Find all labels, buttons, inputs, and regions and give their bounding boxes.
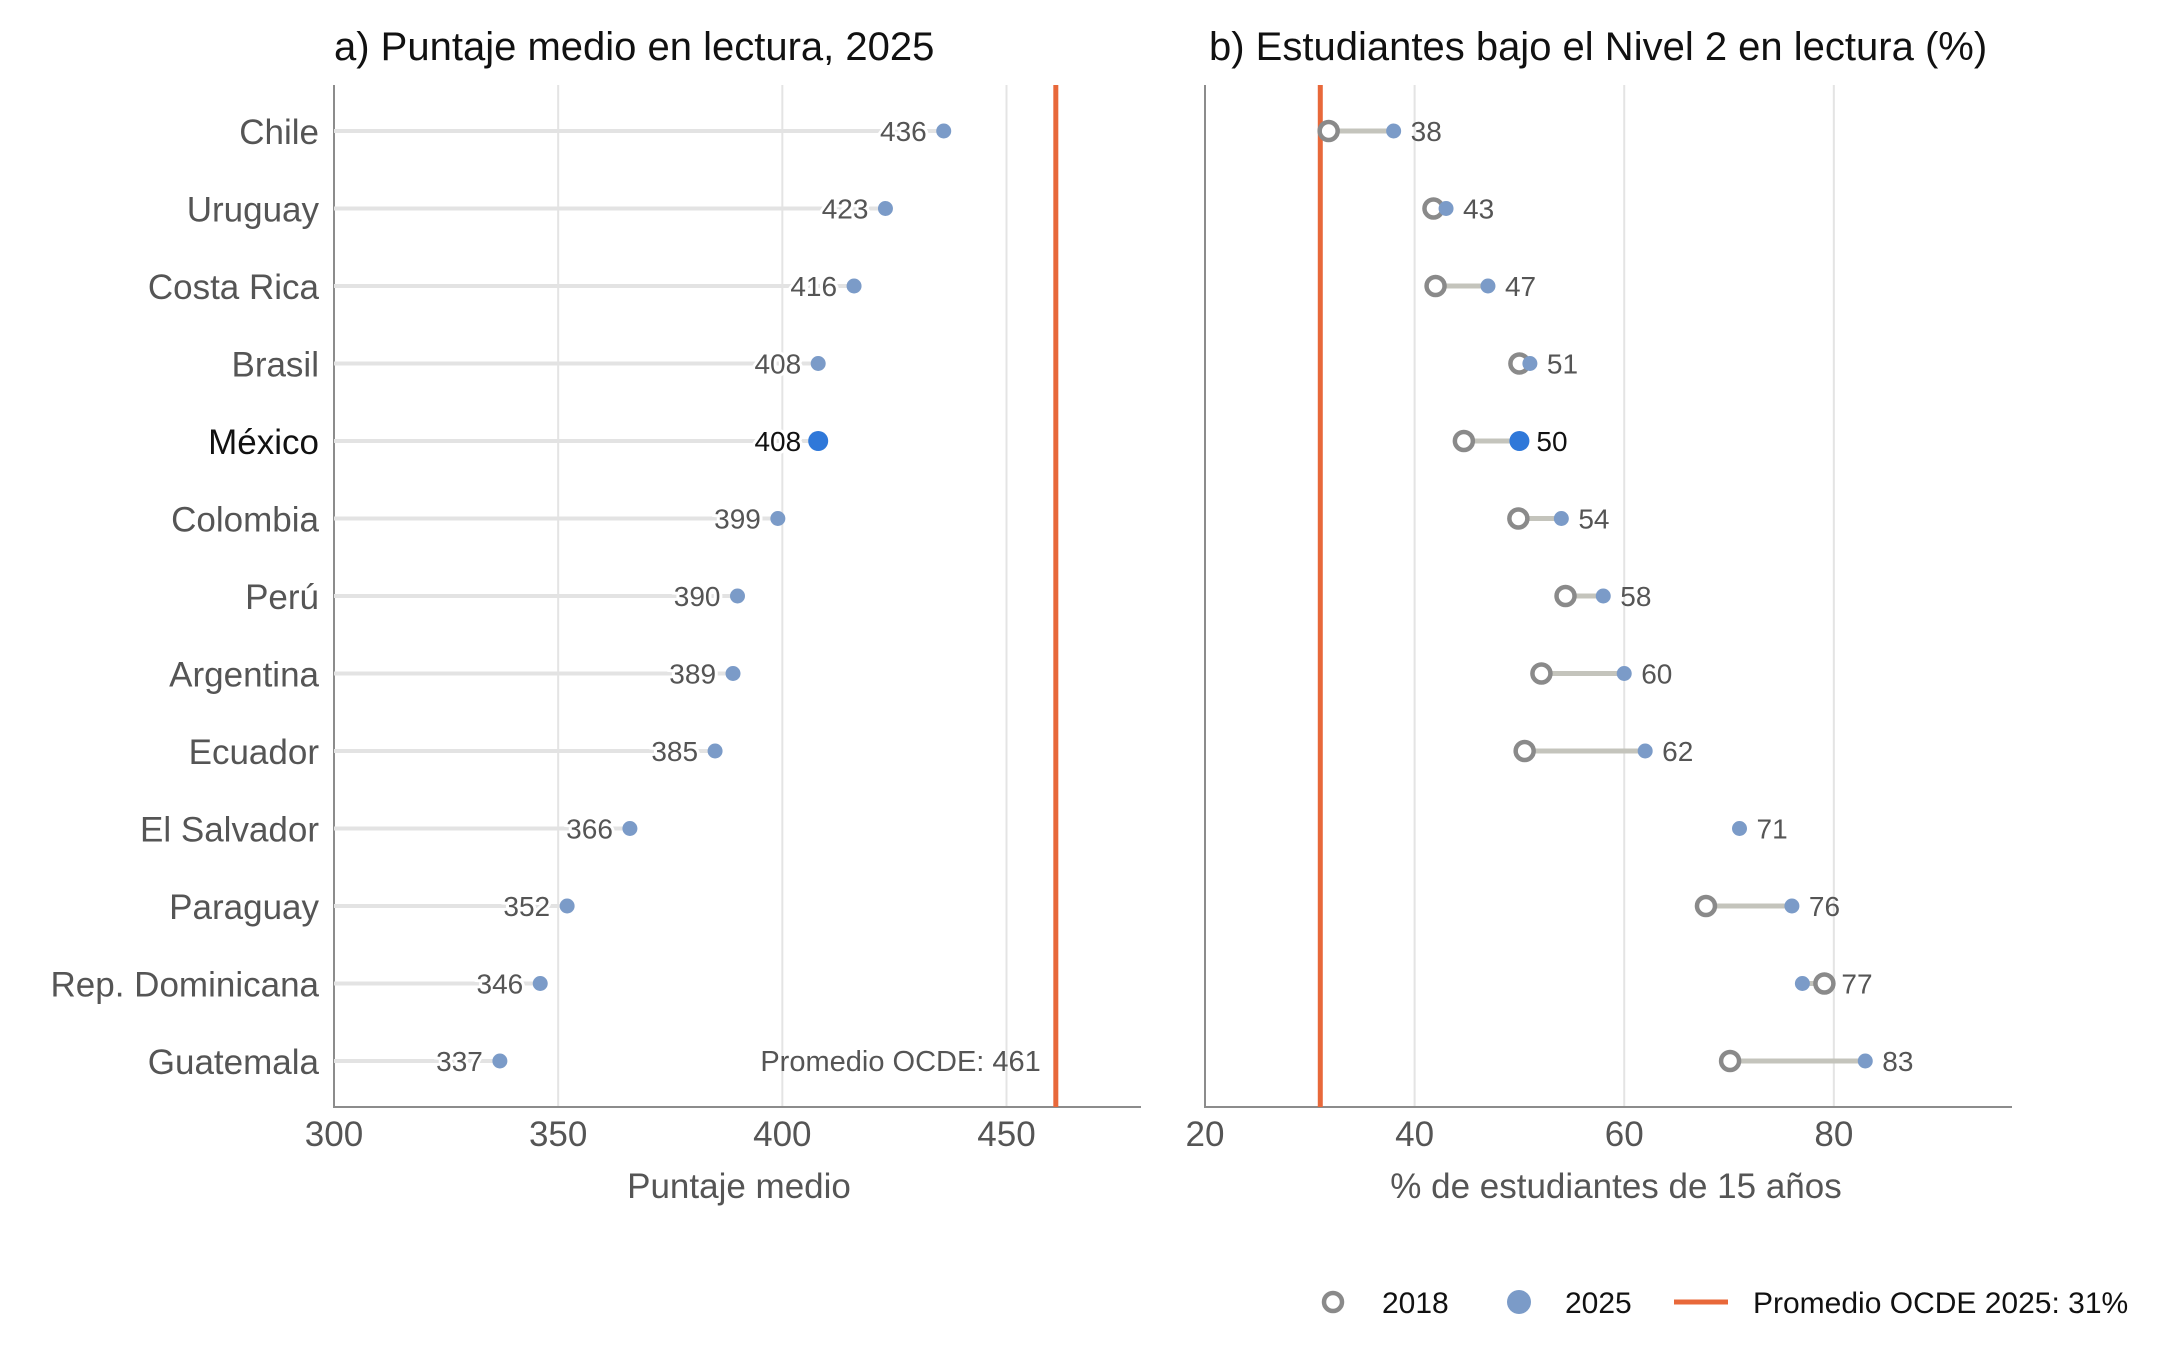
panel-b-xlabel: % de estudiantes de 15 años xyxy=(1390,1167,1841,1206)
panel-a-dot-el-salvador xyxy=(622,821,638,836)
panel-b-x-tick-label: 80 xyxy=(1814,1115,1853,1154)
category-label: Guatemala xyxy=(148,1043,320,1082)
panel-b-2025-dot xyxy=(1522,356,1538,371)
panel-b-value-label: 58 xyxy=(1620,581,1651,612)
panel-a-value-label: 436 xyxy=(880,116,927,147)
category-label: Argentina xyxy=(169,656,319,695)
panel-b-2018-marker xyxy=(1718,1049,1742,1073)
panel-a-value-label: 346 xyxy=(477,969,524,1000)
panel-a-title: a) Puntaje medio en lectura, 2025 xyxy=(334,25,934,69)
panel-a-x-tick-label: 350 xyxy=(529,1115,587,1154)
panel-b-2025-dot xyxy=(1857,1053,1873,1069)
panel-a-value-label: 408 xyxy=(754,426,801,457)
panel-b-value-label: 62 xyxy=(1662,736,1693,767)
category-label: Rep. Dominicana xyxy=(51,966,320,1005)
panel-b-2018-marker xyxy=(1424,274,1447,298)
panel-b-title: b) Estudiantes bajo el Nivel 2 en lectur… xyxy=(1209,25,1987,69)
category-label: Perú xyxy=(245,578,319,617)
panel-a-oecd-reference-label: Promedio OCDE: 461 xyxy=(760,1046,1040,1078)
panel-b-2025-dot xyxy=(1732,821,1748,836)
panel-b-x-tick-label: 60 xyxy=(1605,1115,1644,1154)
legend-oecd-label: Promedio OCDE 2025: 31% xyxy=(1753,1287,2128,1320)
panel-b-2025-dot xyxy=(1386,123,1402,139)
panel-b-2018-marker xyxy=(1507,507,1530,530)
panel-b-value-label: 83 xyxy=(1882,1046,1913,1077)
panel-b-2025-dot xyxy=(1794,976,1810,991)
panel-a-x-tick-label: 400 xyxy=(753,1115,811,1154)
panel-b-2025-dot xyxy=(1616,666,1632,681)
panel-b-value-label: 38 xyxy=(1411,116,1442,147)
panel-a-value-label: 385 xyxy=(651,736,698,767)
panel-a-value-label: 337 xyxy=(436,1046,483,1077)
panel-b-2025-dot xyxy=(1595,588,1611,604)
panel-a-x-tick-label: 450 xyxy=(977,1115,1035,1154)
panel-a-value-label: 408 xyxy=(754,349,801,380)
panel-a-dot-paraguay xyxy=(559,898,575,914)
panel-a-dot-colombia xyxy=(770,511,786,526)
category-label: El Salvador xyxy=(140,811,319,850)
panel-a-value-label: 390 xyxy=(674,581,721,612)
panel-b-2018-marker xyxy=(1317,119,1340,143)
panel-b-2025-dot xyxy=(1784,898,1800,914)
panel-a-value-label: 389 xyxy=(669,659,716,690)
panel-a-value-label: 416 xyxy=(790,271,837,302)
panel-a-value-label: 366 xyxy=(566,814,613,845)
panel-a-dot-costa-rica xyxy=(846,278,862,294)
panel-b-2018-marker xyxy=(1513,739,1536,763)
panel-b-value-label: 54 xyxy=(1578,504,1609,535)
panel-b-value-label: 47 xyxy=(1505,271,1536,302)
category-label: Ecuador xyxy=(189,733,320,772)
category-label: Costa Rica xyxy=(148,268,320,307)
panel-b-2018-marker xyxy=(1530,662,1553,685)
panel-a-dot-brasil xyxy=(810,356,826,371)
legend-2025-symbol xyxy=(1507,1290,1531,1314)
panel-a-dot-per- xyxy=(730,588,745,604)
panel-a-value-label: 352 xyxy=(503,891,550,922)
category-label: Chile xyxy=(239,113,319,152)
panel-b-value-label: 71 xyxy=(1757,814,1788,845)
panel-b-value-label: 50 xyxy=(1536,426,1567,457)
panel-b-value-label: 51 xyxy=(1547,349,1578,380)
panel-a-x-tick-label: 300 xyxy=(305,1115,363,1154)
panel-b-2025-dot xyxy=(1480,278,1496,294)
category-label: Colombia xyxy=(171,501,319,540)
panel-a-dot-guatemala xyxy=(492,1053,508,1069)
panel-b-2025-dot xyxy=(1553,511,1569,526)
category-label: Brasil xyxy=(231,346,319,385)
panel-b-2025-dot xyxy=(1637,743,1653,759)
panel-a-xlabel: Puntaje medio xyxy=(627,1167,851,1206)
category-label: México xyxy=(208,423,319,462)
panel-b-2025-dot xyxy=(1438,201,1454,216)
legend-2018-label: 2018 xyxy=(1382,1287,1449,1320)
legend-2018-symbol xyxy=(1321,1290,1345,1314)
panel-b-2025-dot xyxy=(1509,431,1530,451)
legend-2025-label: 2025 xyxy=(1565,1287,1632,1320)
panel-b-2018-marker xyxy=(1813,972,1836,995)
panel-b-value-label: 60 xyxy=(1641,659,1672,690)
panel-a-value-label: 423 xyxy=(822,194,869,225)
panel-b-2018-marker xyxy=(1452,429,1476,453)
panel-b-value-label: 43 xyxy=(1463,194,1494,225)
panel-a-dot-uruguay xyxy=(877,201,893,216)
panel-a-dot-ecuador xyxy=(707,743,723,759)
category-label: Paraguay xyxy=(169,888,319,927)
panel-a-dot-chile xyxy=(936,123,952,139)
panel-a-dot-argentina xyxy=(725,666,741,681)
panel-b-2018-marker xyxy=(1694,894,1718,918)
panel-b-value-label: 76 xyxy=(1809,891,1840,922)
panel-a-value-label: 399 xyxy=(714,504,761,535)
panel-b-x-tick-label: 20 xyxy=(1186,1115,1225,1154)
panel-b-x-tick-label: 40 xyxy=(1395,1115,1434,1154)
category-label: Uruguay xyxy=(187,191,320,230)
panel-a-dot-rep-dominicana xyxy=(532,976,548,991)
panel-a-dot-m-xico xyxy=(808,431,829,451)
panel-b-2018-marker xyxy=(1554,584,1577,608)
panel-b-value-label: 77 xyxy=(1841,969,1872,1000)
